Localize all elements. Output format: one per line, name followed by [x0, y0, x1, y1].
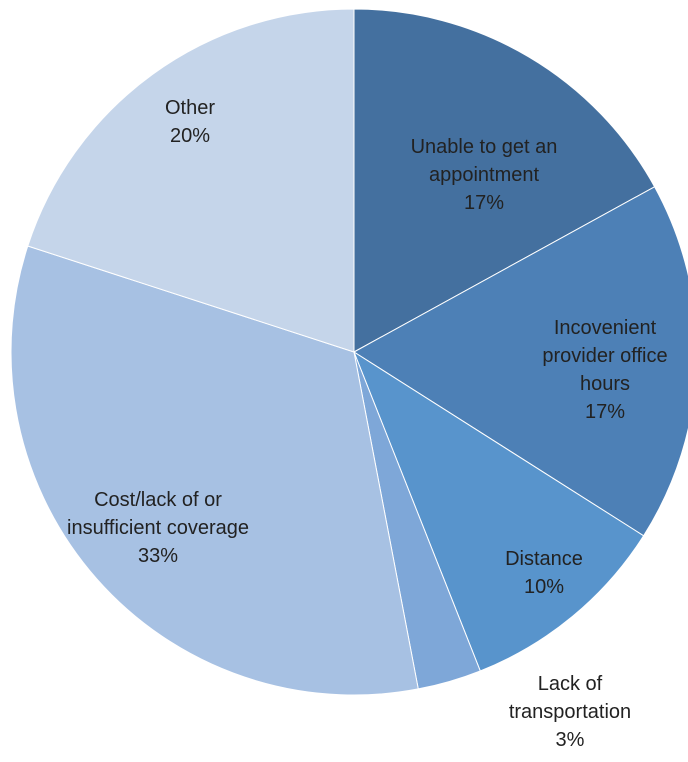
category-label: Incovenient provider office hours: [542, 317, 668, 395]
slice-label: Lack of transportation 3%: [490, 670, 650, 754]
category-label: Lack of transportation: [508, 673, 632, 723]
slice-label: Unable to get an appointment 17%: [374, 133, 594, 217]
pie-slice: [353, 8, 656, 353]
value-label: 17%: [463, 192, 505, 214]
category-label: Cost/lack of or insufficient coverage: [67, 489, 249, 539]
category-label: Unable to get an appointment: [410, 136, 558, 186]
slice-label: Incovenient provider office hours 17%: [518, 314, 688, 426]
slice-label: Cost/lack of or insufficient coverage 33%: [48, 486, 268, 570]
category-label: Other: [164, 97, 216, 119]
value-label: 10%: [523, 576, 565, 598]
pie-slice: [27, 8, 355, 353]
value-label: 17%: [584, 401, 626, 423]
pie-slice: [10, 245, 419, 696]
value-label: 3%: [555, 729, 585, 751]
slice-label: Other 20%: [135, 94, 245, 150]
value-label: 20%: [169, 125, 211, 147]
pie-slice: [352, 350, 645, 672]
slice-label: Distance 10%: [479, 545, 609, 601]
pie-slice: [353, 186, 688, 537]
value-label: 33%: [137, 545, 179, 567]
category-label: Distance: [505, 548, 583, 570]
